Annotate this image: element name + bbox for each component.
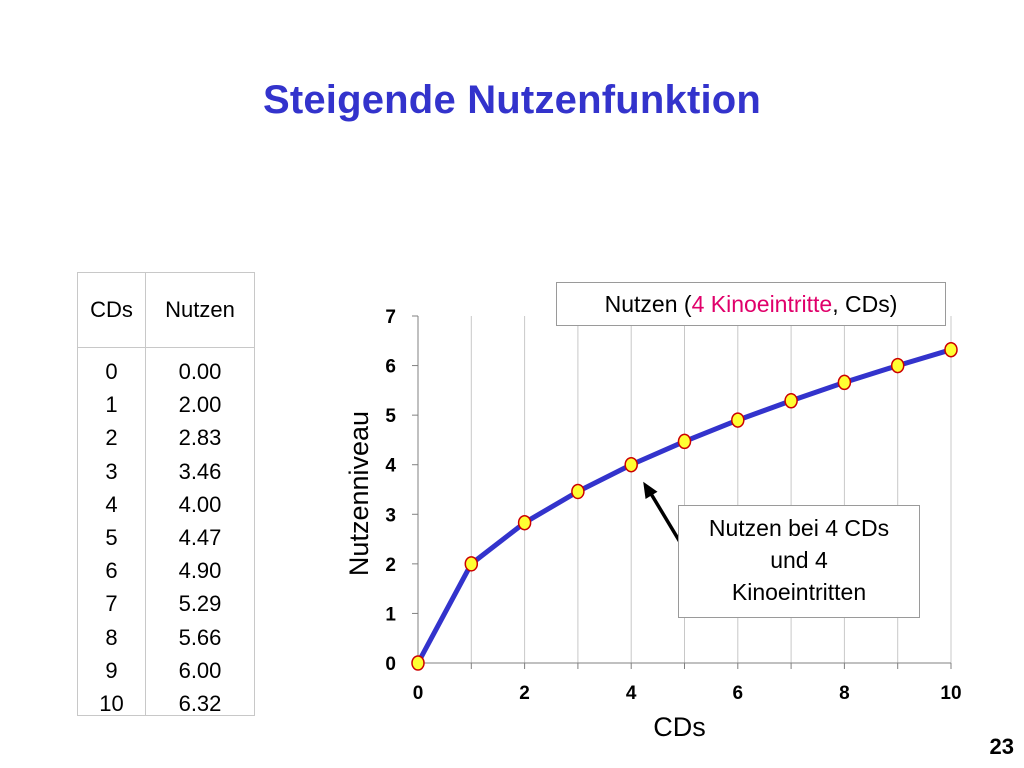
y-tick-label: 6: [385, 357, 396, 378]
data-point: [571, 483, 585, 500]
cell-cds: 5: [105, 524, 118, 550]
annotation-box: Nutzen bei 4 CDs und 4 Kinoeintritten: [678, 505, 920, 618]
table-header-cds: CDs: [90, 297, 133, 322]
data-point: [464, 556, 479, 572]
cell-nutzen: 4.00: [178, 491, 222, 517]
cell-nutzen: 4.90: [178, 558, 222, 584]
data-table: CDs Nutzen 0 0.00 1 2.00 2 2.83 3 3.46 4 4.00…: [77, 272, 255, 716]
annotation-line: Nutzen bei 4 CDs: [708, 515, 890, 541]
x-tick-label: 0: [413, 683, 424, 704]
data-point: [837, 374, 852, 391]
annotation-arrow-head: [643, 481, 658, 500]
cell-nutzen: 5.29: [178, 591, 222, 617]
y-tick-label: 4: [385, 456, 396, 477]
table-row: 10 6.32: [78, 687, 254, 720]
cell-cds: 6: [105, 558, 118, 584]
y-tick-label: 0: [385, 654, 396, 675]
y-tick-label: 1: [385, 604, 396, 625]
table-row: 4 4.00: [78, 488, 254, 521]
cell-cds: 4: [105, 491, 118, 517]
cell-nutzen: 3.46: [178, 458, 222, 484]
legend-suffix: , CDs): [832, 291, 898, 317]
table-row: 9 6.00: [78, 654, 254, 687]
table-header-nutzen: Nutzen: [165, 297, 235, 322]
x-tick-label: 4: [626, 683, 637, 704]
cell-nutzen: 0.00: [178, 359, 222, 384]
cell-nutzen: 5.66: [178, 624, 222, 650]
chart-legend: Nutzen (4 Kinoeintritte, CDs): [556, 282, 946, 326]
annotation-line: und 4: [770, 547, 828, 573]
cell-cds: 0: [105, 359, 118, 384]
cell-cds: 2: [105, 425, 118, 451]
table-header-divider: [78, 347, 254, 348]
y-tick-label: 3: [385, 505, 396, 526]
table-row: 6 4.90: [78, 554, 254, 587]
y-axis-title: Nutzenniveau: [344, 411, 374, 576]
legend-prefix: Nutzen (: [604, 291, 692, 317]
data-point: [890, 357, 905, 374]
data-point: [411, 655, 425, 671]
cell-cds: 1: [105, 392, 118, 418]
table-row: 5 4.47: [78, 521, 254, 554]
data-point: [944, 341, 958, 358]
x-tick-label: 6: [733, 683, 744, 704]
table-row: 0 0.00: [78, 355, 254, 388]
cell-nutzen: 6.32: [178, 690, 222, 716]
cell-cds: 9: [105, 657, 118, 683]
y-tick-label: 5: [385, 406, 396, 427]
page-number: 23: [989, 734, 1014, 759]
cell-nutzen: 6.00: [178, 657, 222, 683]
y-tick-label: 2: [385, 555, 396, 576]
slide-title: Steigende Nutzenfunktion: [262, 78, 762, 122]
x-axis-title: CDs: [653, 712, 706, 742]
table-row: 2 2.83: [78, 421, 254, 454]
cell-cds: 8: [105, 624, 118, 650]
table-rows: 0 0.00 1 2.00 2 2.83 3 3.46 4 4.00 5 4.47 6 4.9…: [78, 355, 254, 720]
cell-cds: 7: [105, 591, 118, 617]
cell-cds: 3: [105, 458, 118, 484]
cell-nutzen: 4.47: [178, 524, 222, 550]
table-row: 8 5.66: [78, 621, 254, 654]
cell-nutzen: 2.83: [178, 425, 222, 451]
cell-nutzen: 2.00: [178, 392, 222, 418]
annotation-line: Kinoeintritten: [731, 579, 867, 605]
annotation-arrow-shaft: [647, 489, 682, 543]
table-column-divider: [145, 273, 146, 715]
y-tick-label: 7: [385, 307, 396, 328]
table-row: 1 2.00: [78, 388, 254, 421]
data-point: [677, 433, 692, 450]
x-tick-label: 2: [519, 683, 530, 704]
legend-highlight: 4 Kinoeintritte: [691, 291, 833, 317]
cell-cds: 10: [99, 690, 124, 716]
data-point: [731, 412, 745, 428]
data-point: [784, 393, 798, 409]
data-point: [517, 514, 532, 531]
table-row: 7 5.29: [78, 587, 254, 620]
x-tick-label: 8: [839, 683, 850, 704]
x-tick-label: 10: [940, 683, 961, 704]
data-point: [624, 456, 638, 473]
table-row: 3 3.46: [78, 455, 254, 488]
